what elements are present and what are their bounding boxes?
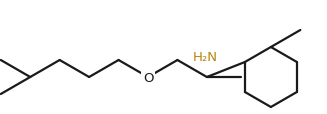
Text: H₂N: H₂N (192, 51, 217, 63)
Text: O: O (143, 71, 153, 84)
